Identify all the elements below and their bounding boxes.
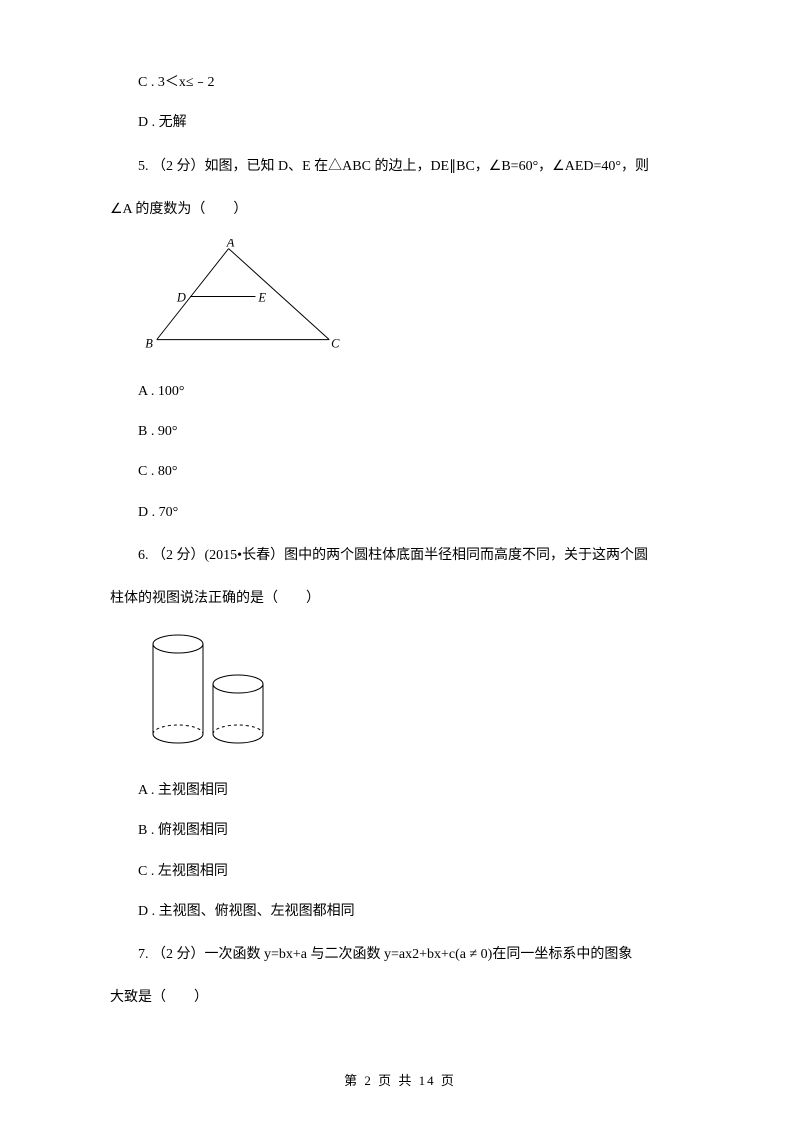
question-6-text: 6. （2 分）(2015•长春）图中的两个圆柱体底面半径相同而高度不同，关于这… xyxy=(110,542,690,570)
svg-text:C: C xyxy=(331,336,340,350)
question-7-text: 7. （2 分）一次函数 y=bx+a 与二次函数 y=ax2+bx+c(a ≠… xyxy=(110,941,690,969)
option-d-top: D . 无解 xyxy=(110,112,690,134)
q6-option-b: B . 俯视图相同 xyxy=(110,820,690,842)
q6-option-c: C . 左视图相同 xyxy=(110,861,690,883)
q6-option-d: D . 主视图、俯视图、左视图都相同 xyxy=(110,901,690,923)
figure-cylinders xyxy=(138,629,690,762)
svg-text:D: D xyxy=(176,290,186,304)
option-c-top: C . 3＜x≤﹣2 xyxy=(110,72,690,94)
svg-text:A: A xyxy=(226,239,235,250)
q5-option-c: C . 80° xyxy=(110,461,690,483)
q5-option-b: B . 90° xyxy=(110,421,690,443)
question-7-continuation: 大致是（ ） xyxy=(110,987,690,1009)
question-5-text: 5. （2 分）如图，已知 D、E 在△ABC 的边上，DE∥BC，∠B=60°… xyxy=(110,153,690,181)
svg-text:E: E xyxy=(257,290,266,304)
q5-option-a: A . 100° xyxy=(110,381,690,403)
figure-triangle: A D E B C xyxy=(138,239,690,362)
q5-option-d: D . 70° xyxy=(110,502,690,524)
q6-option-a: A . 主视图相同 xyxy=(110,780,690,802)
question-5-continuation: ∠A 的度数为（ ） xyxy=(110,199,690,221)
svg-text:B: B xyxy=(145,336,153,350)
question-6-continuation: 柱体的视图说法正确的是（ ） xyxy=(110,588,690,610)
page-footer: 第 2 页 共 14 页 xyxy=(0,1071,800,1092)
